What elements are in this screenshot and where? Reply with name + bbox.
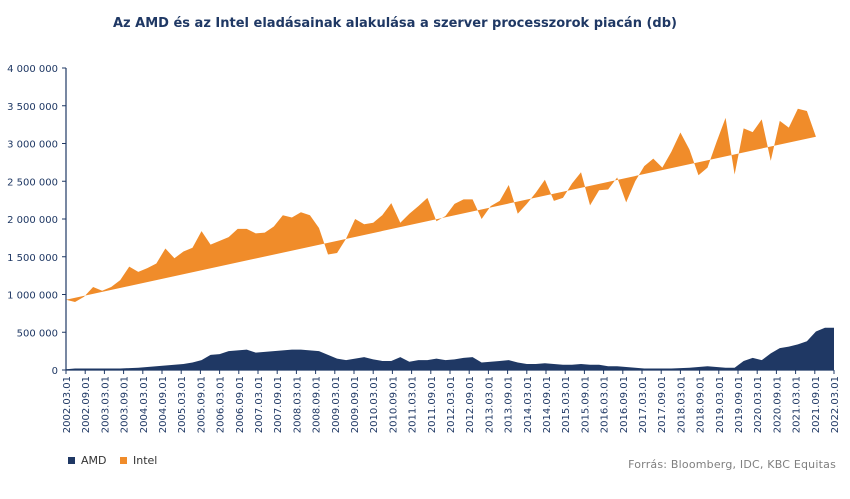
x-tick-label: 2017.03.01	[638, 376, 649, 433]
x-tick-label: 2008.03.01	[292, 376, 303, 433]
legend-swatch-amd	[68, 457, 75, 464]
x-tick-label: 2011.09.01	[427, 376, 438, 433]
source-note: Forrás: Bloomberg, IDC, KBC Equitas	[628, 458, 836, 471]
x-tick-label: 2018.09.01	[696, 376, 707, 433]
x-tick-label: 2003.03.01	[100, 376, 111, 433]
x-tick-label: 2006.09.01	[235, 376, 246, 433]
x-tick-label: 2019.09.01	[734, 376, 745, 433]
y-tick-label: 3 000 000	[7, 140, 58, 151]
x-tick-label: 2004.03.01	[139, 376, 150, 433]
y-tick-label: 2 000 000	[7, 215, 58, 226]
area-series-amd	[66, 327, 834, 370]
x-tick-label: 2021.03.01	[792, 376, 803, 433]
x-tick-label: 2009.09.01	[350, 376, 361, 433]
chart-areas	[66, 108, 834, 370]
x-tick-label: 2018.03.01	[676, 376, 687, 433]
x-tick-label: 2003.09.01	[120, 376, 131, 433]
chart-title: Az AMD és az Intel eladásainak alakulása…	[113, 16, 677, 31]
legend-label-amd: AMD	[81, 454, 107, 467]
x-tick-label: 2022.03.01	[830, 376, 841, 433]
y-tick-label: 2 500 000	[7, 177, 58, 188]
legend-swatch-intel	[120, 457, 127, 464]
legend-label-intel: Intel	[133, 454, 158, 467]
x-tick-label: 2012.03.01	[446, 376, 457, 433]
x-tick-label: 2015.03.01	[561, 376, 572, 433]
x-tick-label: 2007.09.01	[273, 376, 284, 433]
x-tick-label: 2007.03.01	[254, 376, 265, 433]
y-tick-label: 500 000	[17, 328, 58, 339]
x-tick-label: 2014.09.01	[542, 376, 553, 433]
x-tick-label: 2013.09.01	[504, 376, 515, 433]
y-tick-label: 4 000 000	[7, 64, 58, 75]
axes	[65, 68, 834, 371]
x-tick-label: 2010.09.01	[388, 376, 399, 433]
legend-item-intel: Intel	[120, 454, 157, 467]
x-tick-label: 2021.09.01	[811, 376, 822, 433]
x-tick-label: 2017.09.01	[657, 376, 668, 433]
x-tick-label: 2013.03.01	[484, 376, 495, 433]
y-tick-label: 1 500 000	[7, 253, 58, 264]
x-tick-label: 2009.03.01	[331, 376, 342, 433]
x-tick-label: 2012.09.01	[465, 376, 476, 433]
x-tick-label: 2020.03.01	[753, 376, 764, 433]
x-axis-ticks: 2002.03.01 2002.09.01 2003.03.01 2003.09.01…	[62, 370, 841, 433]
x-tick-label: 2019.03.01	[715, 376, 726, 433]
x-tick-label: 2014.03.01	[523, 376, 534, 433]
x-tick-label: 2005.03.01	[177, 376, 188, 433]
x-tick-label: 2016.09.01	[619, 376, 630, 433]
x-tick-label: 2002.09.01	[81, 376, 92, 433]
x-tick-label: 2006.03.01	[216, 376, 227, 433]
x-tick-label: 2010.03.01	[369, 376, 380, 433]
area-series-intel	[66, 108, 816, 303]
y-axis-ticks: 0 500 000 1 000 000 1 500 000 2 000 000 2 500…	[7, 64, 66, 377]
x-tick-label: 2011.03.01	[408, 376, 419, 433]
x-tick-label: 2002.03.01	[62, 376, 73, 433]
x-tick-label: 2015.09.01	[580, 376, 591, 433]
x-tick-label: 2004.09.01	[158, 376, 169, 433]
x-tick-label: 2020.09.01	[772, 376, 783, 433]
y-tick-label: 1 000 000	[7, 291, 58, 302]
legend-item-amd: AMD	[68, 454, 107, 467]
y-tick-label: 3 500 000	[7, 102, 58, 113]
y-tick-label: 0	[52, 366, 58, 377]
x-tick-label: 2016.03.01	[600, 376, 611, 433]
x-tick-label: 2008.09.01	[312, 376, 323, 433]
x-tick-label: 2005.09.01	[196, 376, 207, 433]
